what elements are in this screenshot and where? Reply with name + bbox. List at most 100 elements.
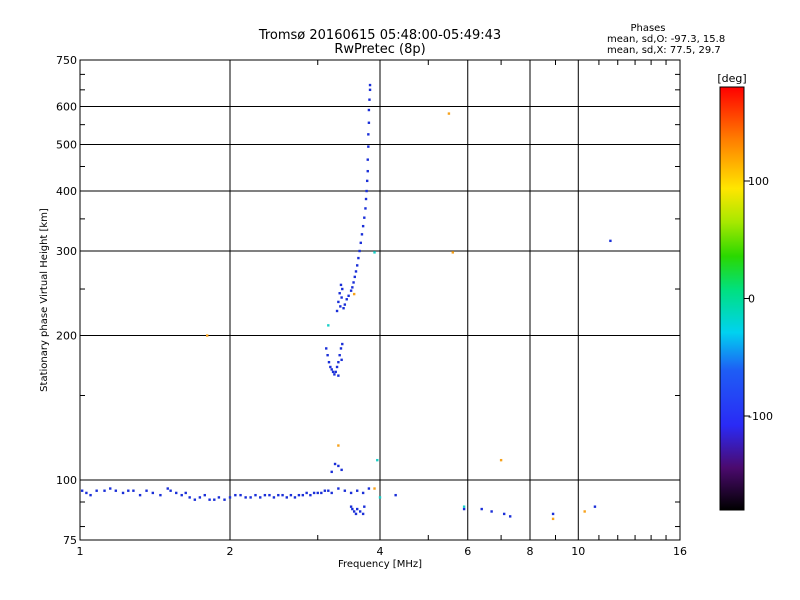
data-point	[340, 358, 343, 362]
data-point	[293, 496, 297, 499]
y-tick-label: 75	[63, 534, 77, 547]
data-point	[343, 489, 347, 492]
x-tick-label: 10	[571, 545, 585, 558]
data-point	[151, 491, 155, 495]
data-point	[447, 112, 451, 115]
data-point	[205, 334, 209, 337]
data-point	[166, 487, 169, 490]
data-point	[159, 493, 162, 497]
data-point	[593, 505, 597, 508]
data-point	[305, 491, 308, 495]
data-point	[203, 493, 206, 497]
chart-subtitle: RwPretec (8p)	[334, 42, 425, 57]
data-point	[358, 249, 361, 253]
data-point	[326, 353, 329, 357]
data-point	[378, 496, 382, 499]
data-point	[367, 121, 371, 124]
data-point	[338, 292, 341, 295]
x-axis-ticks: 1 2 4 6 8 10 16	[77, 60, 687, 558]
x-tick-label: 6	[464, 545, 471, 558]
data-point	[337, 464, 340, 468]
colorbar-label: [deg]	[717, 72, 746, 85]
data-point	[330, 491, 333, 495]
data-point	[121, 491, 125, 495]
data-point	[499, 458, 503, 462]
data-point	[367, 145, 370, 148]
data-point	[85, 491, 88, 495]
chart-title: Tromsø 20160615 05:48:00-05:49:43	[258, 28, 501, 43]
y-tick-label: 400	[56, 185, 77, 198]
data-point	[339, 283, 343, 287]
data-point	[373, 251, 376, 254]
data-point	[281, 493, 284, 497]
data-point	[138, 493, 142, 497]
data-point	[340, 296, 343, 299]
data-point	[368, 83, 372, 87]
data-point	[272, 496, 276, 499]
data-point	[188, 496, 191, 499]
data-point	[352, 281, 355, 284]
data-point	[259, 496, 262, 499]
data-point	[301, 493, 305, 497]
y-axis-label: Stationary phase Virtual Height [km]	[39, 208, 50, 392]
data-point	[394, 493, 397, 497]
x-tick-label: 2	[227, 545, 234, 558]
data-point	[145, 489, 148, 492]
data-point	[351, 507, 354, 511]
legend-line-o: mean, sd,O: -97.3, 15.8	[607, 34, 725, 45]
data-point	[365, 179, 369, 183]
legend-line-x: mean, sd,X: 77.5, 29.7	[607, 45, 721, 56]
data-point	[327, 489, 330, 492]
data-point	[366, 158, 369, 161]
data-point	[285, 496, 288, 499]
data-point	[184, 491, 187, 495]
data-point	[351, 286, 354, 289]
y-axis-ticks: 75 100 200 300 400 500 600 750	[56, 54, 680, 547]
data-point	[132, 489, 135, 492]
data-point	[363, 505, 366, 508]
data-point	[320, 491, 323, 495]
data-point	[360, 233, 364, 236]
colorbar-ticks: 100 0 -100	[744, 175, 773, 423]
data-point	[334, 370, 337, 374]
data-point	[551, 512, 555, 516]
data-point	[583, 510, 586, 513]
data-point	[337, 300, 340, 304]
legend-title: Phases	[630, 23, 665, 34]
data-point	[342, 307, 345, 310]
y-tick-label: 200	[56, 330, 77, 343]
x-tick-label: 4	[377, 545, 384, 558]
data-point	[462, 507, 466, 511]
data-point	[337, 360, 340, 364]
y-tick-label: 600	[56, 101, 77, 114]
data-point	[335, 365, 339, 369]
x-tick-label: 16	[673, 545, 687, 558]
data-point	[508, 515, 512, 518]
data-point	[213, 498, 216, 501]
data-point	[228, 496, 232, 499]
data-point	[329, 365, 332, 369]
data-point	[355, 264, 359, 267]
colorbar-tick-label: 0	[748, 293, 755, 306]
data-point	[354, 270, 358, 273]
data-point	[343, 303, 347, 306]
x-tick-label: 1	[77, 545, 84, 558]
data-point	[335, 309, 339, 313]
data-point	[309, 493, 312, 497]
data-point	[551, 517, 555, 521]
data-point	[502, 512, 506, 516]
data-point	[169, 489, 172, 492]
data-point	[327, 360, 331, 364]
data-point	[217, 496, 221, 499]
y-tick-label: 100	[56, 474, 77, 487]
data-point	[337, 487, 340, 490]
data-point	[361, 224, 365, 228]
data-point	[355, 489, 359, 492]
y-tick-label: 300	[56, 245, 77, 258]
data-point	[312, 491, 316, 495]
data-point	[364, 207, 367, 210]
data-point	[353, 275, 356, 279]
data-point	[358, 510, 362, 513]
data-point	[180, 493, 183, 497]
